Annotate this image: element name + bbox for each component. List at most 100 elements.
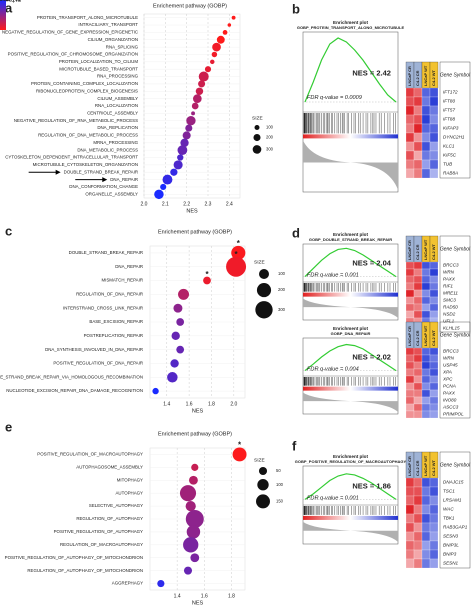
category-label: DNA_SYNTHESIS_INVOLVED_IN_DNA_REPAIR: [45, 347, 143, 352]
heatmap-cell: [413, 522, 423, 533]
column-header: C4-2 CR: [415, 70, 420, 86]
heatmap-cell: [429, 296, 439, 305]
category-label: POSITIVE_REGULATION_OF_DNA_REPAIR: [53, 361, 143, 366]
column-header: LNCaP CR: [407, 240, 412, 260]
arrow-head: [55, 169, 61, 175]
heatmap-cell: [429, 141, 439, 152]
column-header: C4-2 CR: [415, 460, 420, 476]
x-tick-label: 2.2: [183, 201, 190, 207]
gene-header: Gene Symbol: [440, 462, 471, 468]
category-label: DOUBLE_STRAND_BREAK_REPAIR: [64, 169, 138, 174]
x-tick-label: 2.0: [141, 201, 148, 207]
gene-label: XPA: [442, 370, 452, 375]
heatmap-cell: [429, 410, 439, 419]
dot: [227, 23, 232, 27]
dot: [198, 71, 209, 82]
heatmap-cell: [429, 354, 439, 363]
heatmap-cell: [405, 114, 415, 125]
heatmap-cell: [421, 531, 431, 542]
heatmap-cell: [413, 486, 423, 497]
heatmap-cell: [429, 382, 439, 391]
gene-label: SESN1: [443, 561, 459, 566]
category-label: REGULATION_OF_AUTOPHAGY_OF_MITOCHONDRION: [27, 568, 143, 573]
heatmap-cell: [405, 261, 415, 270]
heatmap-cell: [405, 289, 415, 298]
dot: [189, 475, 198, 485]
enrichment-curve: [304, 37, 397, 103]
heatmap-cell: [405, 531, 415, 542]
nes-label: NES = 2.04: [352, 259, 391, 268]
heatmap-cell: [429, 168, 439, 179]
heatmap-cell: [421, 159, 431, 170]
plot-title: Enrichment plot: [333, 326, 368, 331]
size-key: [258, 467, 268, 476]
category-label: SELECTIVE_AUTOPHAGY: [89, 503, 143, 508]
color-tick-label: 0.09: [0, 0, 9, 2]
gene-label: KLHL15: [443, 326, 460, 331]
heatmap-cell: [429, 96, 439, 107]
heatmap-cell: [421, 375, 431, 384]
heatmap-cell: [413, 531, 423, 542]
dot: [191, 102, 199, 110]
heatmap-cell: [429, 368, 439, 377]
heatmap-cell: [429, 389, 439, 398]
plot-subtitle: GOBP_DNA_REPAIR: [331, 331, 371, 336]
category-label: RNA_LOCALIZATION: [95, 103, 138, 108]
dot: [231, 245, 246, 260]
dot: [186, 525, 201, 539]
fdr-label: FDR q-value = 0.004: [307, 367, 359, 373]
dot: [183, 537, 199, 553]
heatmap-cell: [413, 540, 423, 551]
heatmap-cell: [429, 504, 439, 515]
heatmap-cell: [405, 296, 415, 305]
plot-subtitle: GOBP_PROTEIN_TRANSPORT_ALONG_MICROTUBULE: [297, 25, 405, 30]
heatmap-cell: [429, 549, 439, 560]
x-tick-label: 1.8: [208, 401, 215, 407]
plot-title: Enrichment plot: [333, 232, 368, 237]
heatmap-cell: [421, 275, 431, 284]
gene-box: [439, 321, 471, 419]
gene-label: NSD2: [443, 312, 456, 317]
column-header: C4-2 WT: [431, 69, 436, 86]
heatmap-cell: [429, 150, 439, 161]
heatmap-cell: [421, 513, 431, 524]
x-tick-label: 2.1: [162, 201, 169, 207]
rank-bar: [303, 292, 398, 297]
nes-label: NES = 2.02: [352, 353, 391, 362]
gene-label: TUB: [443, 162, 452, 167]
chart-title: Enrichement pathway (GOBP): [158, 229, 232, 235]
dot: [193, 94, 202, 103]
heatmap-cell: [405, 540, 415, 551]
dot: [210, 59, 215, 65]
heatmap-cell: [421, 361, 431, 370]
size-key: [256, 494, 270, 509]
heatmap-cell: [421, 389, 431, 398]
heatmap-cell: [413, 296, 423, 305]
size-key-label: 100: [278, 271, 286, 276]
dot: [157, 579, 165, 588]
x-tick-label: 1.6: [186, 401, 193, 407]
dot: [190, 553, 200, 563]
gene-label: RIF1: [443, 284, 453, 289]
size-legend-title: SIZE: [252, 115, 263, 121]
heatmap-cell: [413, 141, 423, 152]
category-label: DNA_CONFORMATION_CHANGE: [69, 184, 138, 189]
heatmap-cell: [405, 403, 415, 412]
heatmap-cell: [405, 504, 415, 515]
heatmap-cell: [421, 347, 431, 356]
heatmap-cell: [429, 310, 439, 319]
gene-label: SMC3: [443, 298, 456, 303]
heatmap-cell: [421, 382, 431, 391]
heatmap-cell: [421, 486, 431, 497]
size-key: [259, 269, 269, 279]
gene-label: MRE11: [443, 291, 458, 296]
size-legend-title: SIZE: [254, 457, 265, 463]
dot: [179, 485, 197, 502]
heatmap-cell: [421, 289, 431, 298]
heatmap-cell: [429, 513, 439, 524]
heatmap-cell: [405, 168, 415, 179]
gene-label: RAB3GAP1: [443, 525, 468, 530]
heatmap-cell: [429, 531, 439, 542]
fdr-label: FDR q-value = 0.001: [307, 273, 359, 279]
